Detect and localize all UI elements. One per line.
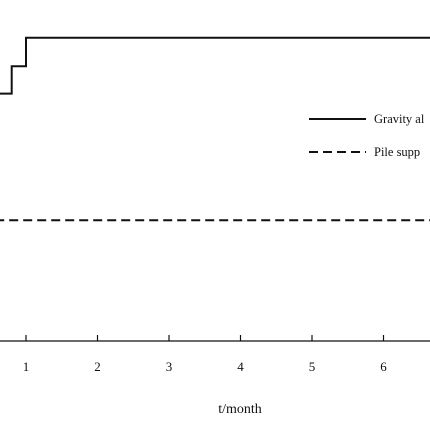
x-tick-label-4: 4	[237, 359, 244, 374]
series-line-1	[0, 36, 430, 95]
x-axis: 1 2 3 4 5 6	[0, 335, 430, 374]
x-axis-title: t/month	[218, 402, 262, 417]
legend-label-2: Pile supp	[374, 145, 420, 159]
series-line-2	[0, 219, 430, 222]
legend: Gravity al Pile supp	[309, 112, 425, 159]
x-tick-label-3: 3	[166, 359, 173, 374]
plot-area	[0, 36, 430, 222]
x-tick-label-2: 2	[94, 359, 101, 374]
x-tick-label-6: 6	[380, 359, 387, 374]
x-tick-label-5: 5	[309, 359, 316, 374]
legend-label-1: Gravity al	[374, 112, 425, 126]
x-tick-label-1: 1	[23, 359, 30, 374]
